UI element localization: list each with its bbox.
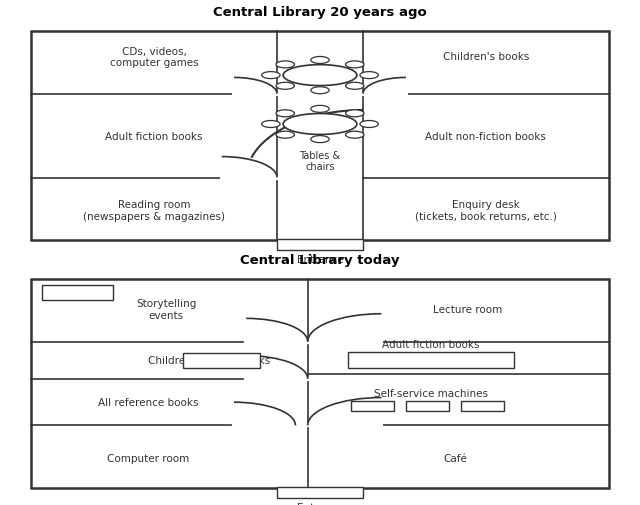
Circle shape bbox=[360, 121, 378, 128]
Circle shape bbox=[276, 83, 294, 90]
Circle shape bbox=[346, 132, 364, 139]
Text: Adult fiction books: Adult fiction books bbox=[106, 131, 203, 141]
Text: Computer room: Computer room bbox=[107, 453, 189, 463]
Text: Adult fiction books: Adult fiction books bbox=[382, 339, 479, 349]
Text: Self-service machines: Self-service machines bbox=[374, 388, 488, 398]
Text: Entrance: Entrance bbox=[296, 502, 344, 505]
FancyBboxPatch shape bbox=[42, 285, 113, 301]
Ellipse shape bbox=[283, 66, 357, 86]
Circle shape bbox=[311, 136, 329, 143]
Text: Sofa: Sofa bbox=[211, 356, 232, 366]
Circle shape bbox=[346, 111, 364, 118]
Text: Children's fiction books: Children's fiction books bbox=[148, 356, 270, 366]
Bar bbox=[277, 240, 363, 250]
Text: Storytelling
events: Storytelling events bbox=[136, 298, 196, 320]
Text: Information desk: Information desk bbox=[389, 356, 472, 366]
Text: Café: Café bbox=[444, 453, 467, 463]
Bar bbox=[277, 487, 363, 497]
Text: CDs, videos,
computer games: CDs, videos, computer games bbox=[110, 46, 198, 68]
Text: Sofa: Sofa bbox=[67, 288, 88, 298]
Circle shape bbox=[276, 111, 294, 118]
Circle shape bbox=[262, 72, 280, 79]
Text: Adult non-fiction books: Adult non-fiction books bbox=[426, 131, 547, 141]
Bar bbox=[461, 401, 504, 412]
Text: Children's books: Children's books bbox=[443, 53, 529, 62]
Text: All reference books: All reference books bbox=[98, 397, 198, 408]
Circle shape bbox=[311, 58, 329, 64]
Bar bbox=[406, 401, 449, 412]
Text: Reading room
(newspapers & magazines): Reading room (newspapers & magazines) bbox=[83, 200, 225, 222]
Circle shape bbox=[360, 72, 378, 79]
Title: Central Library 20 years ago: Central Library 20 years ago bbox=[213, 6, 427, 19]
Circle shape bbox=[276, 62, 294, 69]
Ellipse shape bbox=[283, 114, 357, 135]
FancyBboxPatch shape bbox=[183, 353, 260, 368]
Circle shape bbox=[262, 121, 280, 128]
Circle shape bbox=[311, 87, 329, 94]
Circle shape bbox=[276, 132, 294, 139]
Text: Enquiry desk
(tickets, book returns, etc.): Enquiry desk (tickets, book returns, etc… bbox=[415, 200, 557, 222]
Text: Entrance: Entrance bbox=[296, 255, 344, 265]
FancyBboxPatch shape bbox=[348, 352, 513, 369]
Bar bbox=[351, 401, 394, 412]
Title: Central Library today: Central Library today bbox=[240, 254, 400, 267]
Text: Tables &
chairs: Tables & chairs bbox=[300, 150, 340, 172]
Circle shape bbox=[311, 106, 329, 113]
Circle shape bbox=[346, 83, 364, 90]
Text: Lecture room: Lecture room bbox=[433, 305, 502, 315]
Circle shape bbox=[346, 62, 364, 69]
